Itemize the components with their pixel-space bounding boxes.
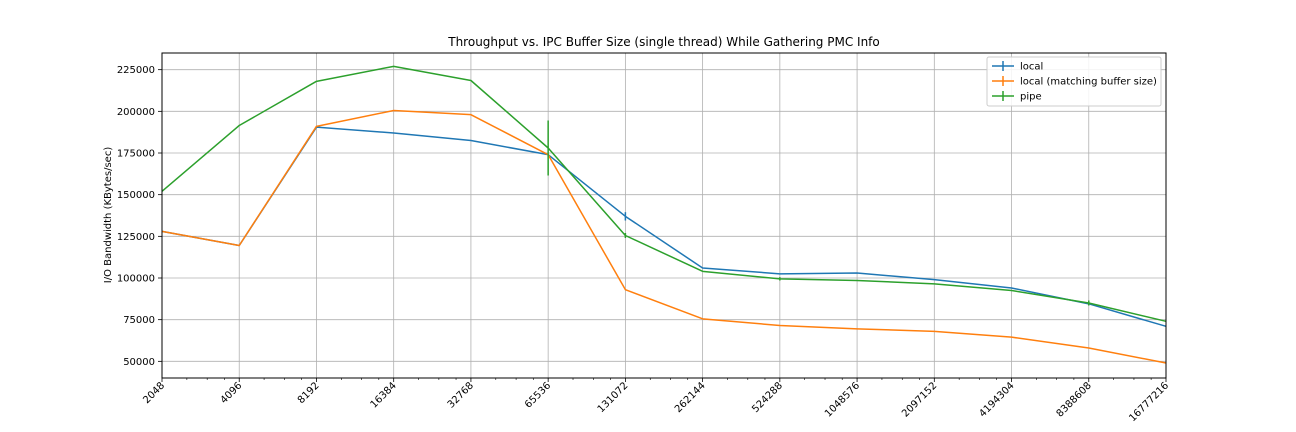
y-tick-label: 200000 — [117, 107, 155, 118]
y-tick-label: 225000 — [117, 65, 155, 76]
legend-label: local (matching buffer size) — [1020, 77, 1157, 88]
legend: local local (matching buffer size) pipe — [986, 56, 1162, 107]
plot-frame — [161, 52, 1167, 379]
y-axis: 50000 75000 100000 125000 150000 175000 200000… — [117, 65, 162, 368]
legend-label: pipe — [1020, 92, 1042, 103]
series-line-pipe — [161, 65, 1167, 323]
grid — [161, 53, 1167, 378]
y-tick-label: 150000 — [117, 190, 155, 201]
y-tick-label: 75000 — [123, 315, 155, 326]
legend-label: local — [1020, 62, 1043, 73]
plot-area — [161, 65, 1167, 364]
series-line-local — [161, 126, 1167, 328]
chart-title: Throughput vs. IPC Buffer Size (single t… — [447, 35, 879, 49]
series-line-local-matching-buffer-size- — [161, 109, 1167, 364]
y-tick-label: 125000 — [117, 232, 155, 243]
legend-box — [986, 56, 1162, 107]
y-tick-label: 175000 — [117, 149, 155, 160]
y-tick-label: 100000 — [117, 274, 155, 285]
y-tick-label: 50000 — [123, 357, 155, 368]
y-axis-label: I/O Bandwidth (KBytes/sec) — [103, 147, 114, 284]
